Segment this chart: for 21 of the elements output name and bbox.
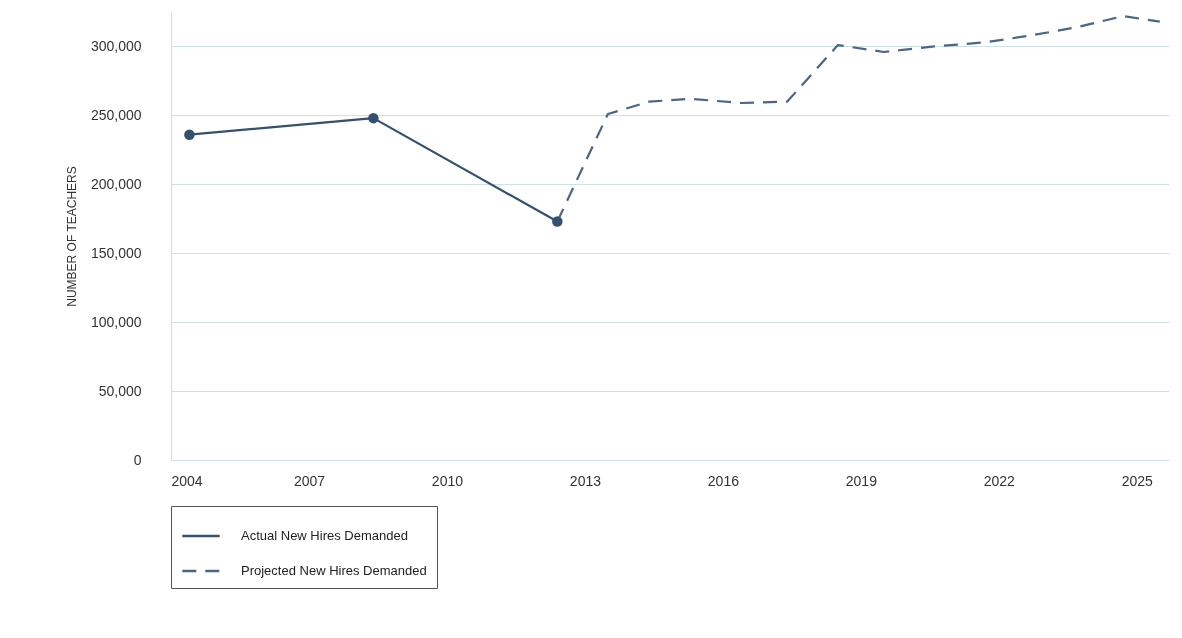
x-tick-label: 2016 bbox=[707, 472, 740, 489]
y-tick-label: 50,000 bbox=[98, 382, 142, 399]
point bbox=[552, 216, 563, 227]
y-tick-label: 250,000 bbox=[90, 106, 142, 123]
y-tick-label: 300,000 bbox=[90, 37, 142, 54]
x-tick-label: 2025 bbox=[1121, 472, 1154, 489]
x-tick-label: 2019 bbox=[845, 472, 878, 489]
y-tick-label: 100,000 bbox=[90, 313, 142, 330]
x-tick-label: 2004 bbox=[171, 472, 203, 489]
x-tick-label: 2007 bbox=[293, 472, 326, 489]
y-tick-label: 200,000 bbox=[90, 175, 142, 192]
y-axis-title: NUMBER OF TEACHERS bbox=[64, 166, 79, 307]
y-tick-label: 150,000 bbox=[90, 244, 142, 261]
x-tick-label: 2022 bbox=[983, 472, 1016, 489]
legend-label: Projected New Hires Demanded bbox=[241, 563, 427, 578]
x-tick-label: 2013 bbox=[569, 472, 602, 489]
point bbox=[368, 112, 379, 124]
legend-label: Actual New Hires Demanded bbox=[241, 528, 408, 543]
y-tick-label: 0 bbox=[133, 451, 142, 468]
x-tick-label: 2010 bbox=[431, 472, 464, 489]
point bbox=[184, 129, 195, 140]
